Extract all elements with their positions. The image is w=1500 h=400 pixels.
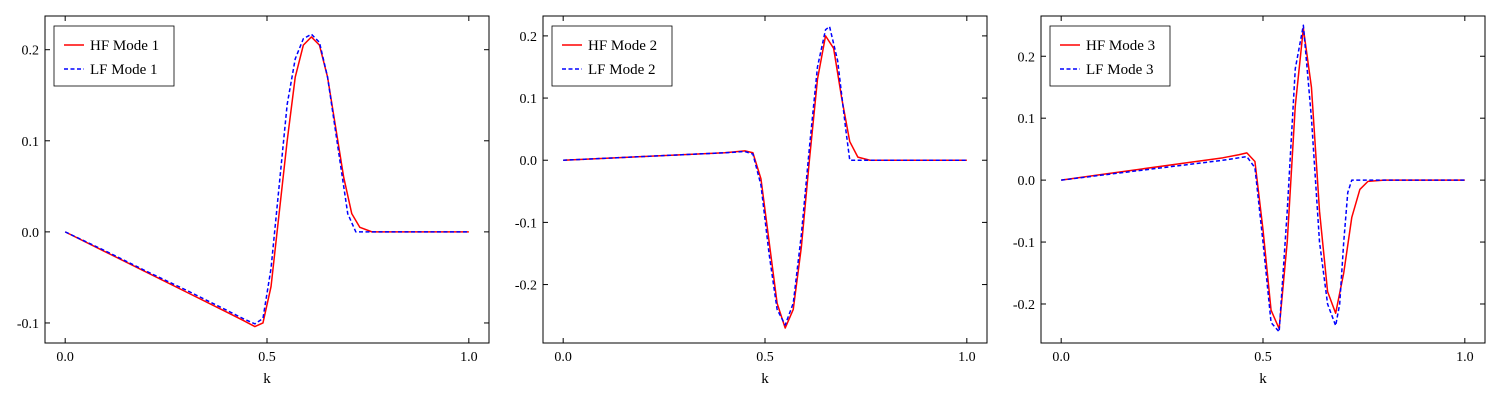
series-line-2 [1061,24,1465,333]
legend-label-2: LF Mode 2 [588,62,656,78]
y-tick-label: 0.0 [520,154,538,169]
y-tick-label: 0.0 [1018,174,1036,189]
legend-label-2: LF Mode 3 [1086,62,1154,78]
series-line-1 [1061,27,1465,330]
y-tick-label: 0.1 [520,92,538,107]
x-tick-label: 0.5 [756,350,774,365]
y-tick-label: -0.1 [1013,236,1035,251]
x-tick-label: 0.0 [1052,350,1070,365]
y-tick-label: 0.1 [22,135,40,150]
x-tick-label: 1.0 [460,350,478,365]
x-tick-label: 0.0 [56,350,74,365]
x-tick-label: 1.0 [1456,350,1474,365]
y-tick-label: -0.2 [1013,298,1035,313]
series-line-2 [64,33,469,325]
y-tick-label: 0.0 [22,226,40,241]
legend-label-1: HF Mode 1 [90,38,159,54]
chart-panel-3: 0.0 0.5 1.0 -0.2 -0.1 0.0 0.1 0.2 k HF Mode 3 LF M… [1013,15,1486,387]
series-line-2 [563,25,967,326]
y-tick-label: 0.2 [520,30,538,45]
legend-label-2: LF Mode 1 [90,62,158,78]
series-line-1 [563,35,967,329]
chart-panel-1: 0.0 0.5 1.0 -0.1 0.0 0.1 0.2 k HF Mode 1 LF Mode … [17,15,490,387]
x-axis-label: k [761,371,769,387]
legend-box [1049,25,1171,87]
x-tick-label: 0.5 [258,350,276,365]
y-tick-label: -0.1 [17,317,39,332]
y-tick-label: 0.1 [1018,112,1036,127]
x-axis-label: k [1259,371,1267,387]
x-tick-label: 1.0 [958,350,976,365]
legend-label-1: HF Mode 2 [588,38,657,54]
y-tick-label: -0.1 [515,216,537,231]
x-tick-label: 0.5 [1254,350,1272,365]
y-tick-label: 0.2 [1018,50,1036,65]
x-tick-label: 0.0 [554,350,572,365]
legend-box [551,25,673,87]
y-tick-label: 0.2 [22,44,40,59]
chart-panel-2: 0.0 0.5 1.0 -0.2 -0.1 0.0 0.1 0.2 k HF Mode 2 LF M… [515,15,988,387]
y-tick-label: -0.2 [515,279,537,294]
x-axis-label: k [263,371,271,387]
legend-box [53,25,175,87]
series-line-1 [64,36,469,328]
legend-label-1: HF Mode 3 [1086,38,1155,54]
